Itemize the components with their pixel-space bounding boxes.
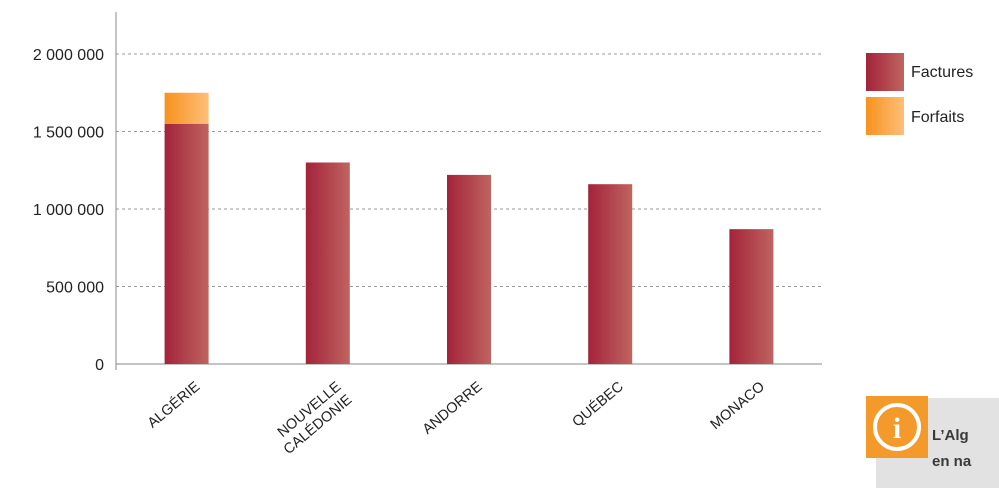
bar-factures-1 — [164, 123, 209, 364]
bar-factures-4 — [588, 184, 633, 364]
x-tick-label: ANDORRE — [420, 379, 486, 438]
x-tick-label-line: QUÉBEC — [569, 378, 627, 430]
bars — [164, 92, 774, 364]
legend-swatch-forfaits — [866, 97, 904, 135]
x-tick-label: MONACO — [708, 379, 768, 433]
legend-label-factures: Factures — [911, 64, 973, 81]
x-tick-label-line: ANDORRE — [420, 379, 486, 438]
y-tick-label: 2 000 000 — [33, 47, 104, 64]
bar-forfaits-1 — [164, 92, 209, 124]
y-tick-labels: 0 500 000 1 000 000 1 500 000 2 000 000 — [33, 47, 104, 374]
bar-factures-5 — [729, 229, 774, 364]
grid-lines — [116, 53, 822, 287]
info-note: i L’Alg en na — [866, 396, 999, 488]
legend-label-forfaits: Forfaits — [911, 109, 964, 126]
svg-text:i: i — [893, 412, 901, 445]
info-icon: i — [866, 396, 928, 458]
x-tick-label-line: ALGÉRIE — [144, 378, 203, 432]
y-tick-label: 1 000 000 — [33, 202, 104, 219]
y-tick-label: 1 500 000 — [33, 125, 104, 142]
info-note-line-1: L’Alg — [932, 427, 969, 444]
y-tick-label: 500 000 — [46, 280, 104, 297]
x-tick-label: QUÉBEC — [569, 378, 627, 430]
x-tick-label: ALGÉRIE — [144, 378, 203, 432]
legend: Factures Forfaits — [866, 53, 973, 135]
legend-swatch-factures — [866, 53, 904, 91]
info-note-line-2: en na — [932, 453, 972, 470]
bar-factures-2 — [305, 162, 350, 364]
x-tick-label-line: MONACO — [708, 379, 768, 433]
bar-factures-3 — [447, 174, 491, 364]
y-tick-label: 0 — [95, 357, 104, 374]
